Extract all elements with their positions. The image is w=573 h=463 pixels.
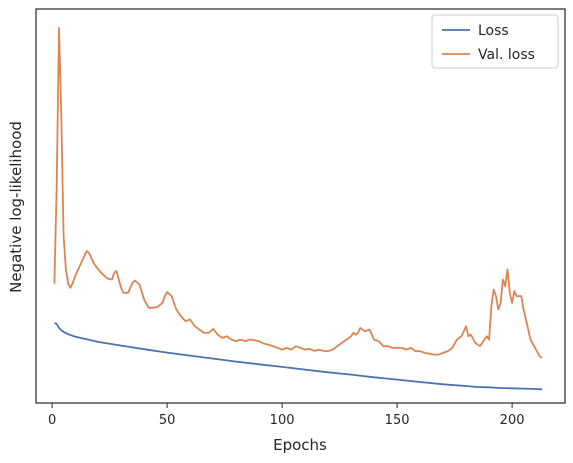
legend-label-loss: Loss bbox=[478, 23, 509, 39]
series-layer bbox=[53, 27, 543, 391]
series-line-val-loss bbox=[53, 27, 543, 359]
x-axis-label: Epochs bbox=[273, 436, 327, 454]
legend-label-val-loss: Val. loss bbox=[478, 47, 535, 63]
y-axis-label: Negative log-likelihood bbox=[7, 121, 25, 293]
x-tick-label: 150 bbox=[385, 413, 410, 428]
x-tick-label: 100 bbox=[270, 413, 295, 428]
plot-frame bbox=[35, 8, 566, 404]
x-tick-label: 200 bbox=[500, 413, 525, 428]
x-axis-ticks: 0 50 100 150 200 bbox=[48, 403, 525, 428]
legend: Loss Val. loss bbox=[431, 14, 559, 69]
x-tick-label: 50 bbox=[159, 413, 176, 428]
x-tick-label: 0 bbox=[48, 413, 56, 428]
series-line-loss bbox=[54, 322, 543, 391]
